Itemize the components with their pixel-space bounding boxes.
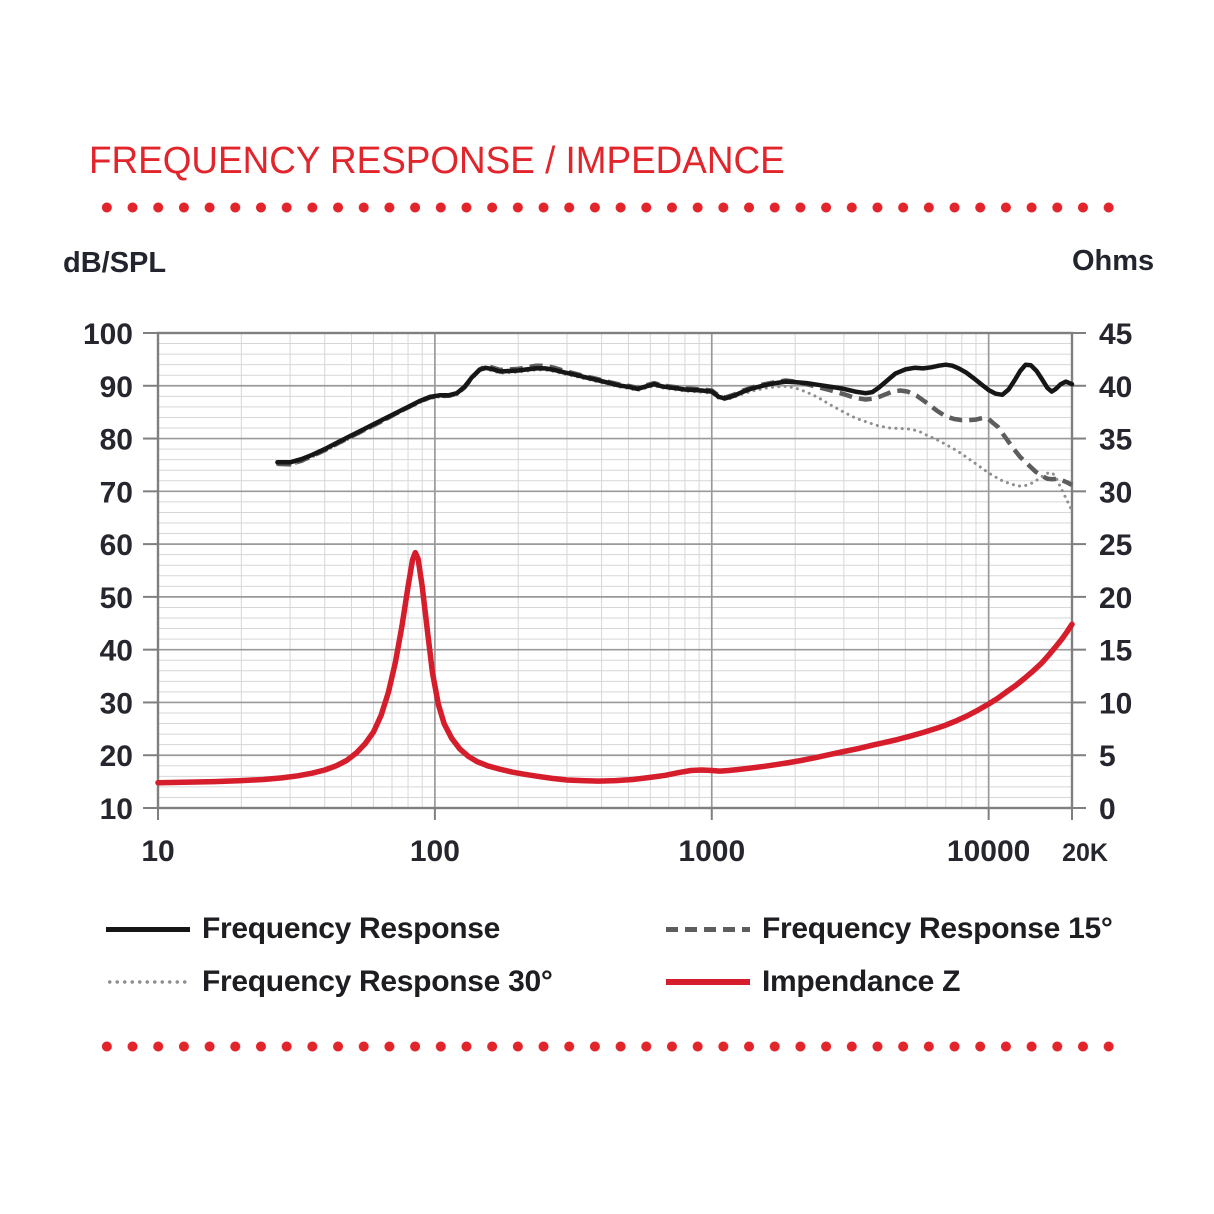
series-frequency-response-15- (277, 363, 1074, 487)
y-left-tick-label: 30 (100, 687, 133, 720)
legend-item-impedance: Impendance Z (666, 963, 1136, 1001)
y-right-tick-label: 20 (1099, 582, 1132, 615)
dashed-gray-line-swatch (666, 926, 750, 932)
y-left-tick-label: 40 (100, 635, 133, 668)
y-left-tick-label: 60 (100, 529, 133, 562)
legend-label: Frequency Response 30° (202, 965, 553, 998)
top-red-dotted-divider (94, 202, 1122, 213)
bottom-red-dotted-divider (94, 1041, 1122, 1052)
page-title: FREQUENCY RESPONSE / IMPEDANCE (89, 140, 785, 182)
solid-red-line-swatch (666, 979, 750, 985)
axis-ticks (143, 332, 1086, 820)
y-left-tick-label: 70 (100, 476, 133, 509)
y-right-tick-label: 5 (1099, 740, 1116, 773)
y-left-tick-label: 20 (100, 740, 133, 773)
y-right-tick-label: 0 (1099, 793, 1116, 826)
y-left-tick-label: 10 (100, 793, 133, 826)
x-tick-label: 1000 (678, 835, 745, 868)
legend-label: Frequency Response 15° (762, 912, 1113, 945)
plot-border (156, 331, 1074, 810)
x-tick-label: 100 (410, 835, 460, 868)
y-left-tick-label: 100 (83, 318, 133, 351)
y-right-tick-label: 40 (1099, 371, 1132, 404)
series-impendance-z (155, 549, 1075, 786)
chart-legend: Frequency Response Frequency Response 15… (106, 910, 1136, 1001)
x-tick-label: 10 (141, 835, 174, 868)
x-tick-label: 20K (1062, 839, 1108, 867)
series-frequency-response (275, 362, 1075, 465)
y-right-tick-label: 10 (1099, 687, 1132, 720)
y-right-tick-label: 35 (1099, 424, 1132, 457)
y-right-tick-label: 15 (1099, 635, 1132, 668)
y-right-tick-label: 30 (1099, 476, 1132, 509)
dotted-gray-line-swatch (106, 980, 190, 984)
grid-major (158, 333, 1072, 808)
grid-minor (158, 333, 1072, 808)
left-axis-unit-label: dB/SPL (63, 247, 167, 279)
y-left-tick-label: 50 (100, 582, 133, 615)
legend-label: Frequency Response (202, 912, 501, 945)
legend-item-frequency-response-30: Frequency Response 30° (106, 963, 666, 1001)
y-left-tick-label: 80 (100, 424, 133, 457)
tick-labels: 1009080706050403020104540353025201510501… (83, 318, 1132, 868)
x-tick-label: 10000 (947, 835, 1030, 868)
y-right-tick-label: 45 (1099, 318, 1132, 351)
solid-black-line-swatch (106, 926, 190, 932)
legend-label: Impendance Z (762, 965, 961, 998)
legend-item-frequency-response: Frequency Response (106, 910, 666, 948)
series-frequency-response-30- (275, 367, 1074, 513)
legend-item-frequency-response-15: Frequency Response 15° (666, 910, 1136, 948)
right-axis-unit-label: Ohms (1072, 245, 1155, 277)
y-right-tick-label: 25 (1099, 529, 1132, 562)
y-left-tick-label: 90 (100, 371, 133, 404)
